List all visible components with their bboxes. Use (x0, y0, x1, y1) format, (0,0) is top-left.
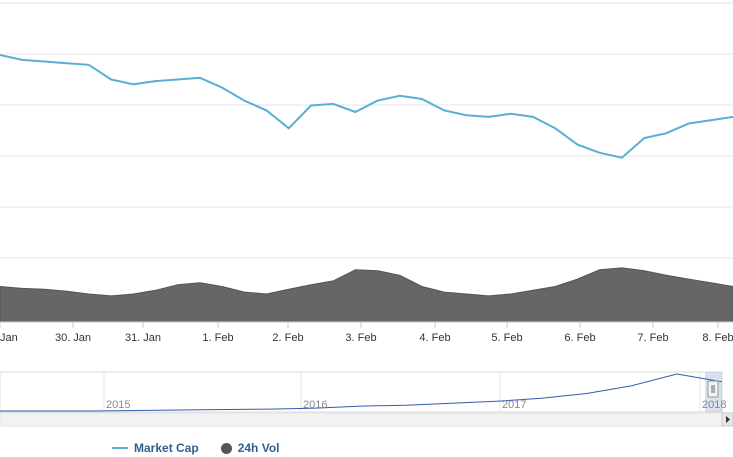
x-tick-label: 5. Feb (491, 332, 522, 344)
navigator-background (0, 371, 723, 413)
navigator-year-label: 2016 (303, 399, 327, 411)
scroll-right-arrow-icon (726, 416, 730, 423)
x-tick-label: 8. Feb (702, 332, 733, 344)
x-tick-label: 4. Feb (419, 332, 450, 344)
navigator-year-label: 2017 (502, 399, 526, 411)
x-tick-label: 2. Feb (272, 332, 303, 344)
navigator-line (0, 373, 723, 412)
navigator-scrollbar[interactable] (0, 412, 723, 427)
circle-series-icon (220, 442, 232, 454)
navigator-grid (103, 372, 701, 412)
navigator[interactable]: 2015 2016 2017 2018 (0, 371, 733, 427)
legend-item-24h-vol[interactable]: 24h Vol (220, 441, 280, 455)
legend-item-market-cap[interactable]: Market Cap (112, 441, 199, 455)
x-tick-label: 30. Jan (55, 332, 91, 344)
x-tick-label: Jan (0, 332, 18, 344)
x-tick-label: 3. Feb (345, 332, 376, 344)
x-tick-label: 6. Feb (564, 332, 595, 344)
navigator-year-label: 2015 (106, 399, 130, 411)
legend: Market Cap 24h Vol (112, 441, 279, 455)
grid-lines (0, 2, 733, 259)
legend-label-market-cap: Market Cap (134, 441, 199, 455)
volume-area-shape (0, 267, 733, 323)
navigator-series (0, 373, 723, 412)
volume-area (0, 267, 733, 323)
market-cap-line (0, 54, 733, 159)
market-cap-series (0, 54, 733, 159)
x-tick-label: 31. Jan (125, 332, 161, 344)
navigator-handle[interactable] (707, 380, 719, 398)
navigator-year-label: 2018 (702, 399, 726, 411)
x-tick-label: 1. Feb (202, 332, 233, 344)
line-series-icon (112, 447, 128, 449)
x-tick-label: 7. Feb (637, 332, 668, 344)
navigator-years: 2015 2016 2017 2018 (106, 399, 726, 411)
x-axis-ticks: Jan 30. Jan 31. Jan 1. Feb 2. Feb 3. Feb 4. Fe… (0, 322, 733, 344)
market-chart: Jan 30. Jan 31. Jan 1. Feb 2. Feb 3. Feb 4. Fe… (0, 2, 733, 427)
legend-label-24h-vol: 24h Vol (237, 441, 280, 455)
